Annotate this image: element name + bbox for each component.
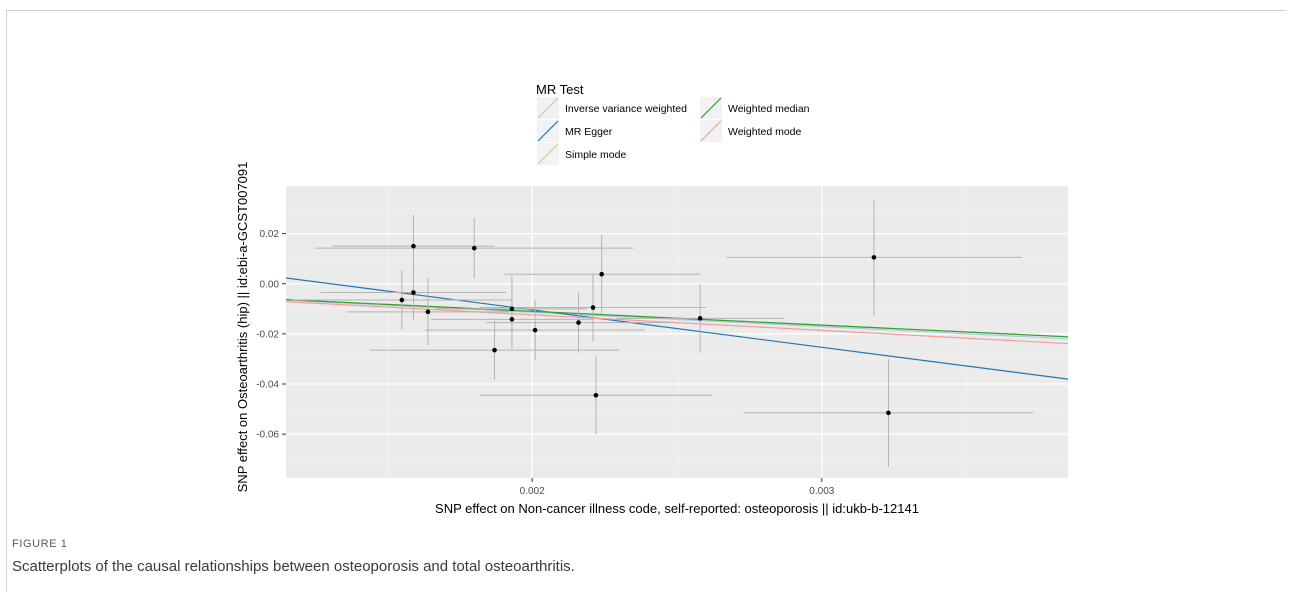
y-tick-label: 0.02 [260, 229, 280, 240]
figure-caption: Scatterplots of the causal relationships… [12, 558, 575, 575]
data-point [399, 297, 405, 303]
legend-label: Simple mode [565, 149, 626, 161]
figure-card [6, 10, 1286, 592]
line-weighted-mode [286, 301, 1068, 345]
data-point [411, 243, 416, 249]
x-tick-label: 0.003 [809, 486, 834, 497]
data-point [697, 316, 703, 321]
data-point [593, 392, 599, 398]
legend-swatch [537, 120, 559, 142]
data-point [509, 317, 515, 322]
data-point [886, 410, 891, 416]
x-axis-label: SNP effect on Non-cancer illness code, s… [435, 501, 919, 516]
x-tick-label: 0.002 [520, 486, 545, 497]
data-points [399, 243, 891, 416]
y-tick-label: -0.02 [256, 329, 279, 340]
legend-label: Weighted mode [728, 126, 802, 138]
line-inverse-variance-weighted [286, 299, 1068, 340]
legend-title: MR Test [536, 82, 584, 97]
y-tick-label: -0.06 [256, 430, 279, 441]
legend-swatch [700, 97, 722, 119]
data-point [590, 305, 596, 310]
data-point [576, 320, 581, 325]
legend-label: Weighted median [728, 103, 810, 115]
data-point [599, 271, 604, 277]
y-axis-ticks: -0.06 -0.04 -0.02 0.00 0.02 [256, 229, 286, 441]
legend-swatch [537, 143, 559, 165]
data-point [411, 290, 416, 295]
y-tick-label: 0.00 [260, 279, 280, 290]
data-point [871, 255, 877, 260]
data-point [471, 245, 477, 251]
data-point [425, 309, 431, 315]
figure-label: FIGURE 1 [12, 538, 68, 550]
legend-swatch [537, 97, 559, 119]
legend: MR Test Inverse variance weighted MR Egge… [536, 82, 810, 165]
data-point [532, 327, 538, 333]
x-axis-ticks: 0.002 0.003 [520, 478, 835, 497]
y-tick-label: -0.04 [256, 380, 279, 391]
line-mr-egger [286, 277, 1068, 380]
legend-label: Inverse variance weighted [565, 103, 687, 115]
data-point [509, 306, 515, 312]
data-point [492, 347, 497, 353]
legend-swatch [700, 120, 722, 142]
legend-label: MR Egger [565, 126, 613, 138]
grid-major [286, 186, 1068, 478]
y-axis-label: SNP effect on Osteoarthritis (hip) || id… [235, 162, 250, 493]
